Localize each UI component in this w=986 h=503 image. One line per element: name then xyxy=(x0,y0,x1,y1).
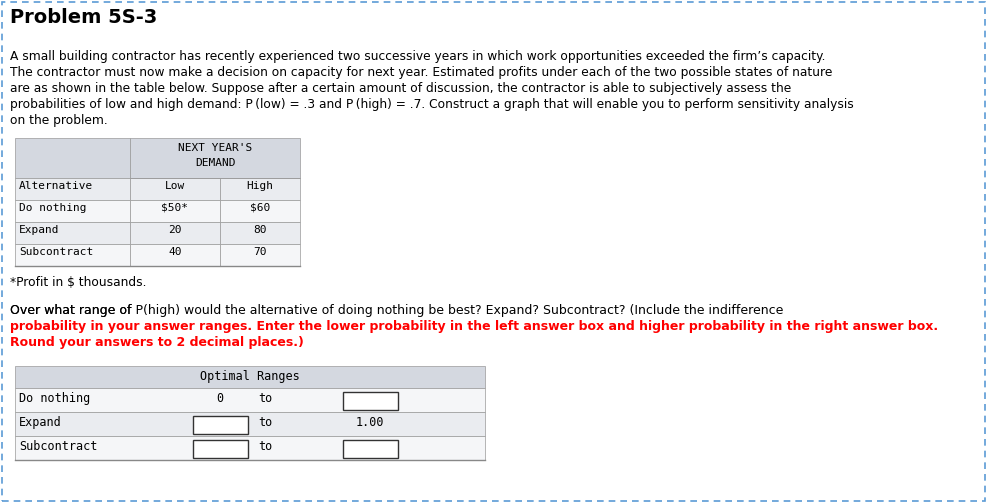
Bar xyxy=(15,388,484,412)
Text: 1.00: 1.00 xyxy=(355,416,384,429)
Bar xyxy=(130,244,220,266)
Text: probabilities of low and high demand: P (low) = .3 and P (high) = .7. Construct : probabilities of low and high demand: P … xyxy=(10,98,853,111)
Text: High: High xyxy=(246,181,273,191)
Bar xyxy=(15,222,130,244)
Text: Alternative: Alternative xyxy=(19,181,93,191)
Text: to: to xyxy=(257,392,272,405)
Text: *Profit in $ thousands.: *Profit in $ thousands. xyxy=(10,276,146,289)
Text: Round your answers to 2 decimal places.): Round your answers to 2 decimal places.) xyxy=(10,336,304,349)
Text: 70: 70 xyxy=(253,247,266,257)
Text: to: to xyxy=(257,440,272,453)
Text: on the problem.: on the problem. xyxy=(10,114,107,127)
Text: 80: 80 xyxy=(253,225,266,235)
Bar xyxy=(220,222,300,244)
Text: Low: Low xyxy=(165,181,185,191)
Text: DEMAND: DEMAND xyxy=(194,158,235,168)
Text: Over what range of P(high) would the alternative of doing nothing be best? Expan: Over what range of P(high) would the alt… xyxy=(10,304,783,317)
Text: 20: 20 xyxy=(168,225,181,235)
Bar xyxy=(15,178,130,200)
Text: $50*: $50* xyxy=(162,203,188,213)
Text: Problem 5S-3: Problem 5S-3 xyxy=(10,8,157,27)
Text: Optimal Ranges: Optimal Ranges xyxy=(200,370,300,383)
Text: are as shown in the table below. Suppose after a certain amount of discussion, t: are as shown in the table below. Suppose… xyxy=(10,82,791,95)
Bar xyxy=(220,178,300,200)
Bar xyxy=(15,412,484,436)
Bar xyxy=(193,416,247,434)
Text: 40: 40 xyxy=(168,247,181,257)
Bar xyxy=(130,138,300,178)
Text: Do nothing: Do nothing xyxy=(19,392,90,405)
Text: $60: $60 xyxy=(249,203,270,213)
Text: Over what range of: Over what range of xyxy=(10,304,135,317)
Bar xyxy=(15,200,130,222)
Bar xyxy=(15,366,484,388)
Text: Subcontract: Subcontract xyxy=(19,247,93,257)
Bar xyxy=(130,178,220,200)
Text: Expand: Expand xyxy=(19,416,62,429)
Bar xyxy=(343,392,397,410)
Bar xyxy=(220,200,300,222)
Bar xyxy=(193,440,247,458)
Bar xyxy=(15,244,130,266)
Text: NEXT YEAR'S: NEXT YEAR'S xyxy=(177,143,251,153)
Text: to: to xyxy=(257,416,272,429)
Bar xyxy=(15,138,130,178)
Bar xyxy=(15,436,484,460)
Text: Expand: Expand xyxy=(19,225,59,235)
Text: Do nothing: Do nothing xyxy=(19,203,87,213)
Text: Subcontract: Subcontract xyxy=(19,440,98,453)
Bar xyxy=(130,222,220,244)
Bar xyxy=(130,200,220,222)
Text: A small building contractor has recently experienced two successive years in whi: A small building contractor has recently… xyxy=(10,50,824,63)
Bar xyxy=(220,244,300,266)
Text: The contractor must now make a decision on capacity for next year. Estimated pro: The contractor must now make a decision … xyxy=(10,66,831,79)
Text: 0: 0 xyxy=(216,392,224,405)
Bar xyxy=(343,440,397,458)
Text: probability in your answer ranges. Enter the lower probability in the left answe: probability in your answer ranges. Enter… xyxy=(10,320,937,333)
